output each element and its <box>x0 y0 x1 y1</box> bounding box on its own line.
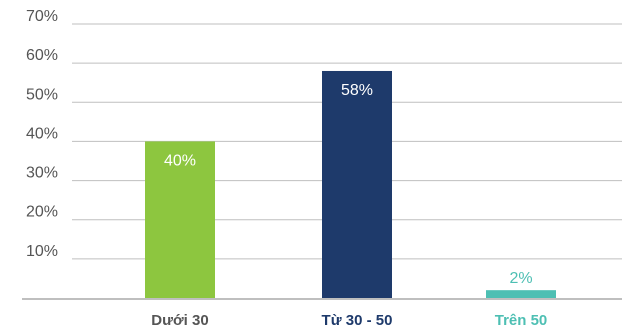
y-tick-label: 20% <box>26 204 58 221</box>
bar-value-label: 2% <box>509 270 532 287</box>
bar <box>322 70 392 298</box>
bar <box>486 290 556 298</box>
bar-value-label: 40% <box>164 152 196 169</box>
y-tick-label: 30% <box>26 165 58 182</box>
y-tick-label: 60% <box>26 47 58 64</box>
bar-value-labels: 40% 58% 2% <box>164 82 533 287</box>
y-tick-label: 50% <box>26 86 58 103</box>
category-label: Trên 50 <box>495 312 548 327</box>
y-tick-label: 10% <box>26 243 58 260</box>
bar-value-label: 58% <box>341 82 373 99</box>
category-label: Dưới 30 <box>151 312 208 327</box>
bar <box>145 141 215 298</box>
y-tick-label: 70% <box>26 8 58 25</box>
y-tick-label: 40% <box>26 125 58 142</box>
y-axis-tick-labels: 10% 20% 30% 40% 50% 60% 70% <box>26 8 58 260</box>
category-labels: Dưới 30 Từ 30 - 50 Trên 50 <box>151 312 547 327</box>
category-label: Từ 30 - 50 <box>322 312 393 327</box>
bars <box>145 70 556 298</box>
